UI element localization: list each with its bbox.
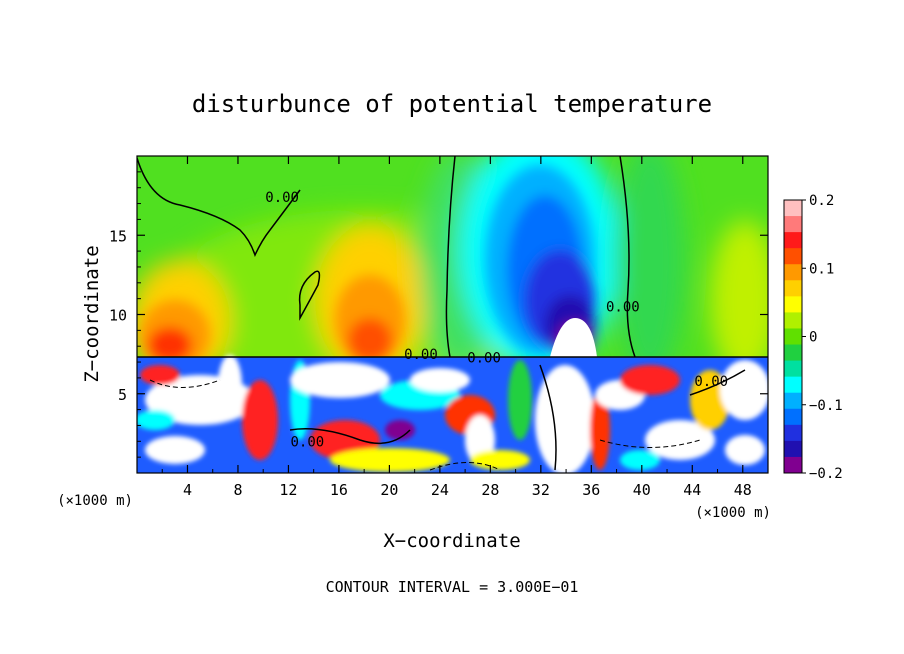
contour-label: 0.00 xyxy=(694,374,728,390)
lower-contour-a xyxy=(289,428,411,445)
right-green-column xyxy=(615,156,685,380)
colorbar-swatch xyxy=(784,424,802,442)
colorbar-swatch xyxy=(784,312,802,329)
colorbar-swatch xyxy=(784,248,802,265)
lower-field xyxy=(137,355,768,473)
x-tick-label: 40 xyxy=(633,481,651,499)
colorbar-tick-label: −0.2 xyxy=(809,466,843,482)
chart-title: disturbunce of potential temperature xyxy=(192,90,712,118)
x-unit-right: (×1000 m) xyxy=(695,505,771,521)
colorbar-swatch xyxy=(784,376,802,394)
y-axis: 5 10 15 xyxy=(109,171,768,458)
x-tick-label: 48 xyxy=(734,481,752,499)
x-tick-label: 28 xyxy=(481,481,499,499)
x-tick-label: 32 xyxy=(532,481,550,499)
colorbar-swatch xyxy=(784,456,802,474)
y-tick-label: 15 xyxy=(109,227,127,245)
x-tick-label: 20 xyxy=(380,481,398,499)
x-tick-label: 24 xyxy=(431,481,449,499)
colorbar-swatch xyxy=(784,408,802,426)
contour-lines-dashed xyxy=(149,379,701,471)
x-axis: 4 8 12 16 20 24 28 32 36 40 44 48 xyxy=(161,156,752,499)
x-axis-label: X−coordinate xyxy=(383,530,520,552)
contour-interval-footer: CONTOUR INTERVAL = 3.000E−01 xyxy=(326,578,579,596)
contour-labels: 0.00 0.00 0.00 0.00 0.00 0.00 xyxy=(265,190,728,450)
colorbar-swatch xyxy=(784,392,802,410)
lower-contour-c xyxy=(689,369,746,396)
colorbar: 0.2 0.1 0 −0.1 −0.2 xyxy=(783,193,843,482)
zero-contour-left xyxy=(137,157,301,258)
contour-label: 0.00 xyxy=(606,300,640,316)
colorbar-tick-label: 0.1 xyxy=(809,261,834,277)
colorbar-swatch xyxy=(784,280,802,297)
contour-label: 0.00 xyxy=(467,350,501,366)
colorbar-swatch xyxy=(784,360,802,378)
contour-label: 0.00 xyxy=(291,434,325,450)
colorbar-swatch xyxy=(784,296,802,313)
colorbar-tick-label: 0 xyxy=(809,330,817,346)
zero-contour-small-loop xyxy=(298,270,321,321)
x-unit-left: (×1000 m) xyxy=(57,493,133,509)
x-tick-label: 16 xyxy=(330,481,348,499)
far-right-warm-lobe xyxy=(710,220,768,380)
y-axis-label: Z−coordinate xyxy=(81,245,103,382)
x-tick-label: 8 xyxy=(233,481,242,499)
lower-contour-b xyxy=(539,364,557,471)
colorbar-swatch xyxy=(784,232,802,249)
cold-saturated-dome xyxy=(550,318,597,357)
right-warm-lobe-core xyxy=(348,318,392,362)
y-tick-label: 5 xyxy=(118,386,127,404)
colorbar-swatch xyxy=(784,264,802,281)
colorbar-tick-label: 0.2 xyxy=(809,193,834,209)
contour-label: 0.00 xyxy=(404,347,438,363)
left-warm-lobe-core xyxy=(148,327,192,363)
colorbar-swatch xyxy=(784,328,802,346)
contour-lines xyxy=(137,156,768,471)
colorbar-swatch xyxy=(784,216,802,233)
zero-contour-mid xyxy=(445,156,456,358)
x-tick-label: 12 xyxy=(279,481,297,499)
x-tick-label: 4 xyxy=(183,481,192,499)
colorbar-swatch xyxy=(784,440,802,458)
colorbar-swatch xyxy=(784,200,802,217)
colorbar-swatch xyxy=(784,344,802,362)
x-tick-label: 44 xyxy=(683,481,701,499)
y-tick-label: 10 xyxy=(109,307,127,325)
colorbar-tick-label: −0.1 xyxy=(809,398,843,414)
x-tick-label: 36 xyxy=(582,481,600,499)
zero-contour-right xyxy=(619,156,636,358)
contour-label: 0.00 xyxy=(265,190,299,206)
plot-area: 0.00 0.00 0.00 0.00 0.00 0.00 xyxy=(137,156,768,473)
